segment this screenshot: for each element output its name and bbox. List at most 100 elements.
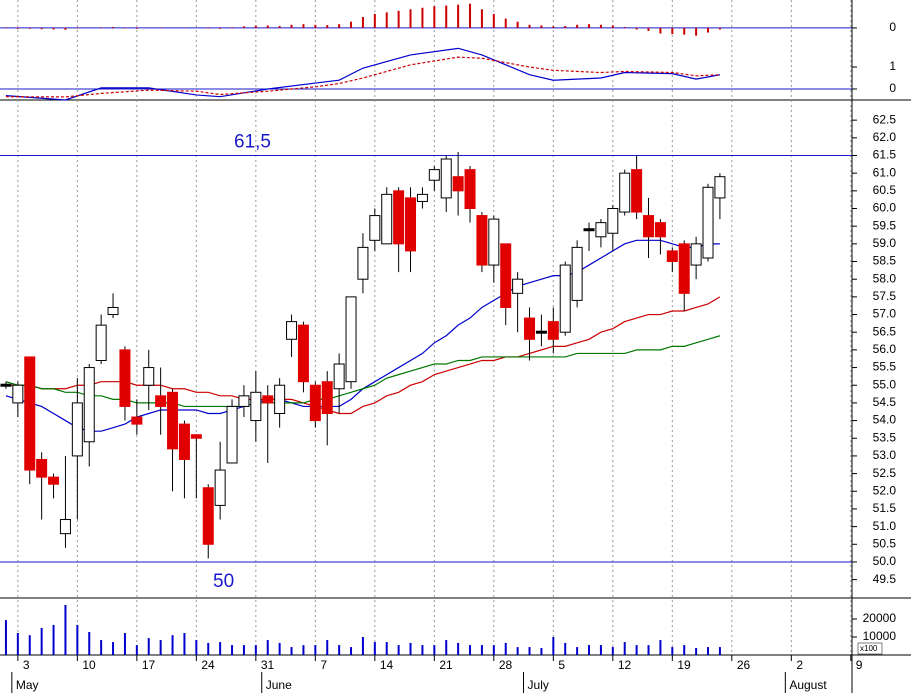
candle-body bbox=[512, 278, 524, 294]
bar bbox=[588, 645, 591, 655]
candle-body bbox=[345, 296, 357, 383]
bar bbox=[671, 27, 674, 35]
bar bbox=[397, 645, 400, 655]
month-label: May bbox=[16, 678, 39, 692]
bar bbox=[611, 647, 614, 655]
x-tick-label: 26 bbox=[737, 658, 751, 672]
unit-label: x100 bbox=[860, 644, 878, 653]
candle-body bbox=[167, 391, 179, 450]
series-line bbox=[5, 56, 720, 98]
bar bbox=[40, 628, 43, 655]
candle-body bbox=[238, 395, 250, 407]
bar bbox=[647, 645, 650, 655]
candle-body bbox=[405, 197, 417, 252]
y-tick-label: 55.0 bbox=[873, 377, 897, 391]
bar bbox=[373, 13, 376, 28]
y-tick-label: 49.5 bbox=[873, 572, 897, 586]
y-tick-label: 53.5 bbox=[873, 430, 897, 444]
bar bbox=[707, 27, 710, 33]
bar bbox=[231, 27, 234, 28]
y-tick-label: 1 bbox=[889, 59, 896, 73]
candle-body bbox=[631, 169, 643, 213]
bar bbox=[207, 642, 210, 655]
bar bbox=[469, 3, 472, 28]
bar bbox=[290, 24, 293, 28]
y-tick-label: 10000 bbox=[863, 629, 897, 643]
bar bbox=[147, 638, 150, 655]
candle-body bbox=[274, 384, 286, 415]
bar bbox=[219, 642, 222, 655]
y-tick-label: 53.0 bbox=[873, 448, 897, 462]
bar bbox=[338, 24, 341, 28]
x-tick-label: 31 bbox=[261, 658, 275, 672]
candle-body bbox=[500, 243, 512, 308]
y-tick-label: 57.5 bbox=[873, 289, 897, 303]
y-tick-label: 54.0 bbox=[873, 413, 897, 427]
bar bbox=[16, 633, 19, 655]
bar bbox=[338, 645, 341, 655]
candle-body bbox=[155, 395, 167, 407]
bar bbox=[588, 24, 591, 28]
bar bbox=[433, 6, 436, 28]
bar bbox=[599, 24, 602, 28]
bar bbox=[4, 620, 7, 655]
candle-body bbox=[143, 367, 155, 386]
bar bbox=[231, 645, 234, 655]
bar bbox=[457, 4, 460, 28]
bar bbox=[421, 645, 424, 655]
candle-body bbox=[428, 169, 440, 181]
candle-body bbox=[595, 222, 607, 238]
bar bbox=[52, 624, 55, 655]
unit-box bbox=[857, 642, 883, 655]
bar bbox=[457, 642, 460, 655]
bar bbox=[76, 624, 79, 655]
bar bbox=[171, 635, 174, 655]
y-tick-label: 60.5 bbox=[873, 183, 897, 197]
x-tick-label: 7 bbox=[320, 658, 327, 672]
bar bbox=[421, 7, 424, 28]
bar bbox=[350, 21, 353, 28]
bar bbox=[504, 18, 507, 28]
y-tick-label: 58.0 bbox=[873, 271, 897, 285]
y-tick-label: 62.0 bbox=[873, 130, 897, 144]
candle-body bbox=[119, 349, 131, 407]
x-tick-label: 10 bbox=[82, 658, 96, 672]
candle-body bbox=[226, 405, 238, 464]
x-tick-label: 5 bbox=[558, 658, 565, 672]
candle-body bbox=[333, 363, 345, 390]
bar bbox=[254, 25, 257, 28]
candle-body bbox=[476, 215, 488, 266]
candle-body bbox=[524, 317, 536, 340]
y-tick-label: 61.5 bbox=[873, 148, 897, 162]
bar bbox=[302, 645, 305, 655]
bar bbox=[718, 647, 721, 655]
bar bbox=[40, 27, 43, 30]
y-tick-label: 52.0 bbox=[873, 483, 897, 497]
candle-body bbox=[0, 383, 12, 387]
bar bbox=[219, 27, 222, 29]
bar bbox=[623, 642, 626, 655]
candle-body bbox=[202, 487, 214, 545]
candle-body bbox=[59, 519, 71, 535]
candle-body bbox=[702, 186, 714, 259]
bar bbox=[409, 642, 412, 655]
bar bbox=[135, 645, 138, 655]
bar bbox=[242, 645, 245, 655]
bar bbox=[528, 24, 531, 28]
candle-body bbox=[393, 190, 405, 245]
bar bbox=[552, 26, 555, 28]
bar bbox=[480, 645, 483, 655]
bar bbox=[64, 27, 67, 30]
bar bbox=[433, 645, 436, 655]
bar bbox=[445, 5, 448, 28]
bar bbox=[528, 647, 531, 655]
candle-body bbox=[357, 246, 369, 280]
bar bbox=[409, 9, 412, 28]
bar bbox=[564, 642, 567, 655]
candle-body bbox=[286, 321, 298, 340]
bar bbox=[373, 642, 376, 655]
bar bbox=[266, 640, 269, 655]
x-tick-label: 12 bbox=[618, 658, 632, 672]
x-tick-label: 9 bbox=[856, 658, 863, 672]
y-tick-label: 50.0 bbox=[873, 554, 897, 568]
